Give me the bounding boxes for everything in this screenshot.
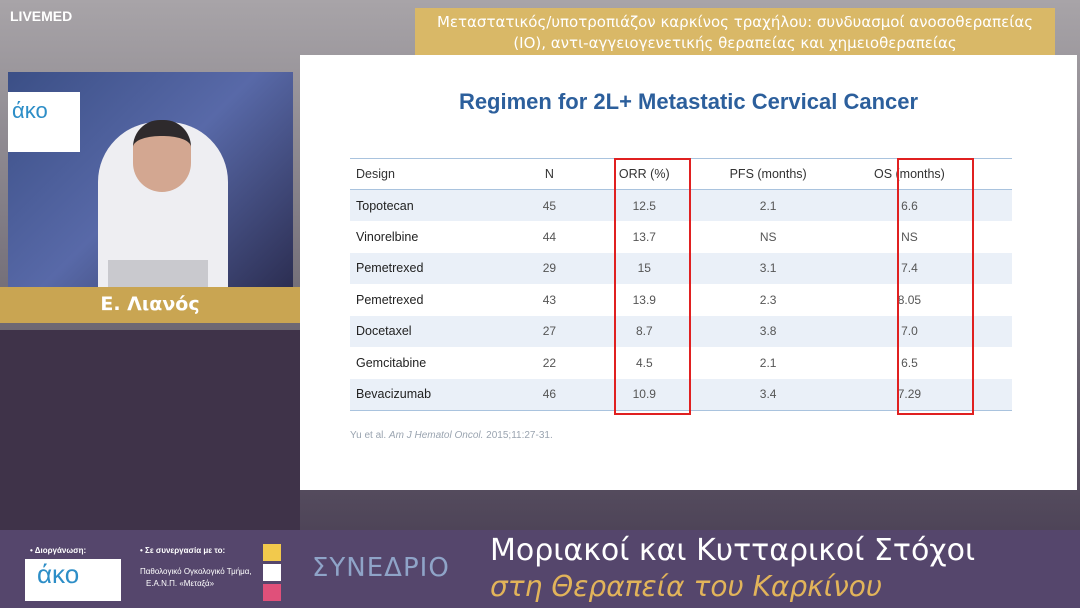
cell-design: Topotecan [350, 189, 540, 221]
livemed-logo: LIVEMED [10, 8, 73, 24]
citation: Yu et al. Am J Hematol Oncol. 2015;11:27… [350, 430, 553, 441]
table-row: Bevacizumab 46 10.9 3.4 7.29 [350, 378, 1012, 411]
cell-pfs: 2.1 [759, 355, 777, 370]
cell-orr: 15 [559, 252, 730, 284]
cell-pfs: 3.1 [729, 252, 807, 284]
cell-os: 8.05 [897, 292, 922, 307]
cell-orr: 12.5 [559, 189, 730, 221]
partner-line1: Παθολογικό Ογκολογικό Τμήμα, [140, 567, 252, 576]
yellow-square [263, 544, 281, 561]
table-row: Pemetrexed 43 13.9 2.3 8.05 [350, 284, 1012, 316]
organizer-label: • Διοργάνωση: [30, 546, 87, 555]
regimen-table: Design N ORR (%) PFS (months) OS (months… [350, 158, 1012, 411]
cell-design: Bevacizumab [350, 378, 540, 411]
col-n: N [539, 158, 560, 190]
session-title-line1: Μεταστατικός/υποτροπιάζον καρκίνος τραχή… [436, 13, 1034, 31]
white-square [263, 564, 281, 581]
cell-pfs: 3.4 [729, 378, 807, 411]
speaker-video: άκο [8, 72, 293, 287]
table-row: Topotecan 45 12.5 2.1 6.6 [350, 189, 1012, 221]
cell-n: 44 [542, 229, 557, 244]
cell-design: Docetaxel [350, 315, 540, 347]
cell-os: 7.4 [806, 252, 1012, 284]
pink-square [263, 584, 281, 601]
session-title: Μεταστατικός/υποτροπιάζον καρκίνος τραχή… [415, 8, 1055, 58]
cell-pfs: 2.3 [759, 292, 777, 307]
organizer-logo: άκο [25, 559, 121, 601]
table-header: Design N ORR (%) PFS (months) OS (months… [350, 158, 1012, 190]
footer-banner: • Διοργάνωση: • Σε συνεργασία με το: Παθ… [0, 530, 1080, 608]
video-logo: άκο [8, 92, 80, 152]
col-pfs: PFS (months) [729, 158, 807, 190]
cell-n: 46 [539, 378, 560, 411]
cell-os: NS [901, 229, 918, 244]
table-row: Vinorelbine 44 13.7 NS NS [350, 221, 1012, 253]
table-row: Pemetrexed 29 15 3.1 7.4 [350, 252, 1012, 284]
cell-os: 7.29 [806, 378, 1012, 411]
partner-line2: Ε.Α.Ν.Π. «Μεταξά» [146, 579, 215, 588]
cell-pfs: 2.1 [729, 189, 807, 221]
cell-n: 43 [542, 292, 557, 307]
cell-orr: 13.9 [632, 292, 656, 307]
conference-label: ΣΥΝΕΔΡΙΟ [312, 553, 450, 583]
cell-orr: 10.9 [559, 378, 730, 411]
cell-n: 29 [539, 252, 560, 284]
col-design: Design [350, 158, 540, 190]
orr-highlight-box [614, 158, 691, 415]
cell-os: 6.6 [806, 189, 1012, 221]
cell-orr: 8.7 [559, 315, 730, 347]
citation-authors: Yu et al. [350, 430, 389, 441]
col-os: OS (months) [806, 158, 1012, 190]
speaker-name: Ε. Λιανός [0, 287, 300, 323]
cell-n: 22 [542, 355, 557, 370]
slide: Regimen for 2L+ Metastatic Cervical Canc… [300, 55, 1077, 490]
cell-orr: 4.5 [635, 355, 653, 370]
cell-design: Pemetrexed [356, 292, 424, 307]
cell-n: 45 [539, 189, 560, 221]
partner-label: • Σε συνεργασία με το: [140, 546, 226, 555]
left-panel [0, 330, 300, 530]
table-row: Gemcitabine 22 4.5 2.1 6.5 [350, 347, 1012, 379]
cell-design: Vinorelbine [356, 229, 419, 244]
cell-orr: 13.7 [632, 229, 656, 244]
citation-journal: Am J Hematol Oncol. [388, 430, 484, 441]
cell-os: 7.0 [806, 315, 1012, 347]
cell-pfs: 3.8 [729, 315, 807, 347]
cell-n: 27 [539, 315, 560, 347]
citation-details: 2015;11:27-31. [483, 430, 553, 441]
laptop [108, 260, 208, 287]
session-title-line2: (ΙΟ), αντι-αγγειογενετικής θεραπείας και… [513, 34, 957, 52]
col-orr: ORR (%) [559, 158, 730, 190]
conference-title-line1: Μοριακοί και Κυτταρικοί Στόχοι [490, 533, 976, 568]
conference-title-line2: στη Θεραπεία του Καρκίνου [490, 570, 883, 603]
os-highlight-box [897, 158, 974, 415]
cell-pfs: NS [759, 229, 777, 244]
cell-design: Pemetrexed [350, 252, 540, 284]
table-row: Docetaxel 27 8.7 3.8 7.0 [350, 315, 1012, 347]
slide-title: Regimen for 2L+ Metastatic Cervical Canc… [458, 89, 919, 114]
cell-os: 6.5 [901, 355, 918, 370]
speaker-head [133, 120, 191, 192]
cell-design: Gemcitabine [356, 355, 427, 370]
